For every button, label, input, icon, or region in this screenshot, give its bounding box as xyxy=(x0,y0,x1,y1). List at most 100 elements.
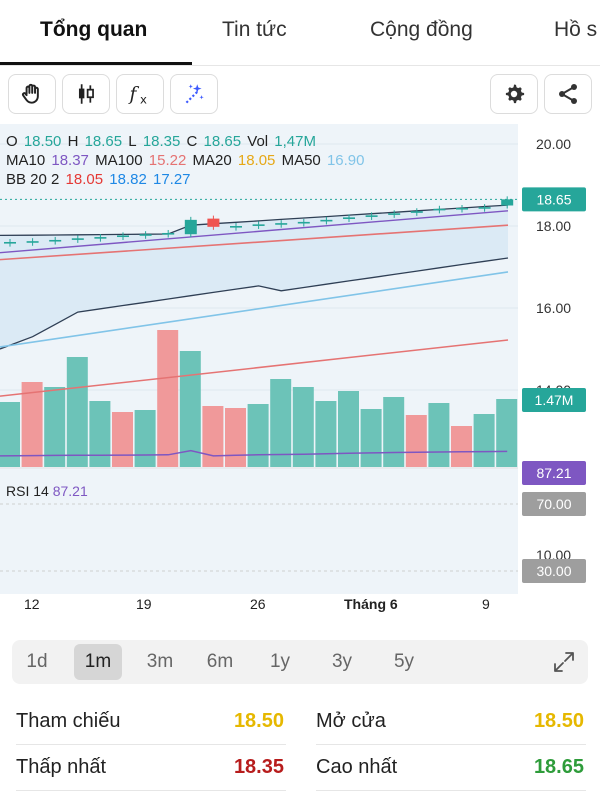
hand-icon xyxy=(21,83,39,104)
rsi-label: RSI 14 87.21 xyxy=(6,483,88,499)
ma10-label: MA10 xyxy=(6,152,46,169)
high-label: H xyxy=(67,133,79,150)
function-icon: f x xyxy=(128,84,148,107)
indicator-button[interactable]: f x xyxy=(116,74,164,114)
ma20-label: MA20 xyxy=(192,152,232,169)
volume-bar xyxy=(496,399,518,467)
timeframe-3m[interactable]: 3m xyxy=(146,651,174,672)
reference-value: 18.50 xyxy=(233,710,284,732)
ma50-value: 16.90 xyxy=(326,152,365,169)
volume-bar xyxy=(315,401,337,467)
candle xyxy=(26,241,39,243)
tab-overview[interactable]: Tổng quan xyxy=(40,18,148,41)
reference-label: Tham chiếu xyxy=(16,710,121,732)
open-price-value: 18.50 xyxy=(533,710,584,732)
volume-bar xyxy=(0,402,20,467)
ma-line-red-long xyxy=(0,339,509,397)
x-tick-label: 26 xyxy=(250,596,266,612)
settings-icon xyxy=(505,84,525,104)
low-value: 18.35 xyxy=(142,133,181,150)
share-button[interactable] xyxy=(544,74,592,114)
ma-line-purple xyxy=(0,210,509,254)
rsi-line xyxy=(0,449,508,457)
volume-bar xyxy=(202,406,224,467)
low-price-value: 18.35 xyxy=(233,756,284,778)
chart-settings-button[interactable] xyxy=(490,74,538,114)
candle xyxy=(501,199,514,206)
timeframe-6m[interactable]: 6m xyxy=(206,651,234,672)
price-axis-label: 20.00 xyxy=(536,136,571,152)
stat-divider xyxy=(16,790,286,791)
volume-bar xyxy=(66,357,88,467)
volume-bar xyxy=(405,415,427,467)
share-icon xyxy=(559,84,577,104)
open-value: 18.50 xyxy=(23,133,62,150)
volume-bar xyxy=(134,410,156,467)
candle xyxy=(433,208,446,211)
volume-bar xyxy=(360,409,382,467)
current-volume-tag-bg xyxy=(522,388,586,412)
timeframe-1y[interactable]: 1y xyxy=(269,651,291,672)
ma100-label: MA100 xyxy=(95,152,143,169)
price-chart[interactable]: 20.0018.0016.0014.0010.0018.651.47M87.21… xyxy=(0,124,600,594)
x-tick-label: 19 xyxy=(136,596,152,612)
volume-bar xyxy=(473,414,495,467)
chart-toolbar: f x xyxy=(0,66,600,124)
high-price-value: 18.65 xyxy=(533,756,584,778)
timeframe-3y[interactable]: 3y xyxy=(331,651,353,672)
candle xyxy=(297,221,310,224)
candle xyxy=(343,217,355,219)
volume-value: 1,47M xyxy=(274,133,316,150)
tab-profile[interactable]: Hồ s xyxy=(554,18,598,41)
candle xyxy=(71,238,84,240)
price-stats: Tham chiếu 18.50 Mở cửa 18.50 Thấp nhất … xyxy=(0,700,600,800)
candle xyxy=(410,211,423,213)
ma-line-red-upper xyxy=(0,224,509,261)
timeframe-1d[interactable]: 1d xyxy=(26,651,48,672)
current-volume-tag: 1.47M xyxy=(535,392,574,408)
ma10-value: 18.37 xyxy=(51,152,89,169)
candle xyxy=(388,213,401,215)
volume-bar xyxy=(451,426,472,467)
ohlc-row: O 18.50 H 18.65 L 18.35 C 18.65 Vol 1,47… xyxy=(6,132,366,151)
candle xyxy=(162,232,175,235)
hand-tool-button[interactable] xyxy=(8,74,56,114)
x-tick-label: 9 xyxy=(482,596,490,612)
volume-bar xyxy=(21,382,43,467)
candle xyxy=(320,219,333,222)
rsi-level-tag: 70.00 xyxy=(536,496,571,512)
candle xyxy=(4,241,16,244)
chart-legend: O 18.50 H 18.65 L 18.35 C 18.65 Vol 1,47… xyxy=(6,132,366,189)
bollinger-lower-line xyxy=(0,257,509,350)
tab-community[interactable]: Cộng đồng xyxy=(370,18,473,41)
price-axis-label: 16.00 xyxy=(536,300,571,316)
drawing-tools-button[interactable] xyxy=(170,74,218,114)
stat-divider xyxy=(316,744,586,745)
ma-line-blue-upper xyxy=(0,271,509,348)
expand-icon[interactable] xyxy=(552,650,576,674)
tab-news[interactable]: Tin tức xyxy=(222,18,287,41)
low-label: L xyxy=(128,133,137,150)
magic-wand-icon xyxy=(185,84,204,104)
candle-type-button[interactable] xyxy=(62,74,110,114)
bb-mid-value: 18.82 xyxy=(109,171,147,188)
volume-bar xyxy=(292,387,314,467)
timeframe-5y[interactable]: 5y xyxy=(393,651,415,672)
candle xyxy=(117,235,129,238)
bollinger-band-fill xyxy=(0,205,508,349)
volume-bar xyxy=(383,397,405,467)
volume-bar xyxy=(179,351,201,467)
current-price-tag-bg xyxy=(522,187,586,212)
candlestick-icon xyxy=(78,84,94,104)
high-price-label: Cao nhất xyxy=(316,756,398,778)
candle xyxy=(365,215,378,217)
candle xyxy=(184,219,197,235)
timeframe-1m[interactable]: 1m xyxy=(74,644,122,680)
volume-bar xyxy=(270,379,292,467)
rsi-level-tag-bg xyxy=(522,559,586,583)
rsi-value-tag: 87.21 xyxy=(536,465,571,481)
candle xyxy=(230,226,242,228)
rsi-value-tag-bg xyxy=(522,461,586,485)
volume-bar xyxy=(89,401,111,467)
chart-canvas[interactable]: 20.0018.0016.0014.0010.0018.651.47M87.21… xyxy=(0,124,600,594)
